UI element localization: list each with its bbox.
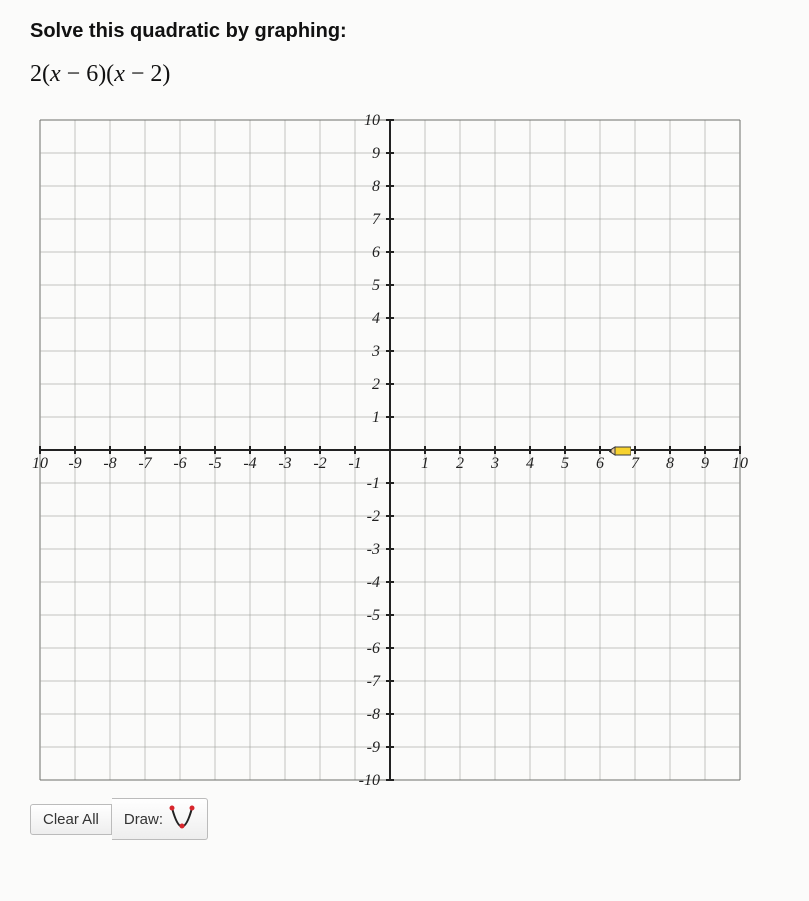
svg-text:-6: -6 xyxy=(367,640,380,657)
svg-text:5: 5 xyxy=(372,277,380,294)
question-prompt: Solve this quadratic by graphing: xyxy=(30,20,789,43)
graph-toolbar: Clear All Draw: xyxy=(30,798,789,840)
svg-text:10: 10 xyxy=(732,455,748,472)
svg-text:-5: -5 xyxy=(208,455,221,472)
svg-text:4: 4 xyxy=(372,310,380,327)
svg-text:-4: -4 xyxy=(243,455,256,472)
svg-text:-3: -3 xyxy=(278,455,291,472)
pencil-cursor-icon xyxy=(609,444,631,456)
svg-text:9: 9 xyxy=(701,455,709,472)
draw-label: Draw: xyxy=(124,811,163,828)
svg-text:4: 4 xyxy=(526,455,534,472)
svg-text:-7: -7 xyxy=(138,455,152,472)
svg-text:10: 10 xyxy=(364,112,380,129)
svg-text:-6: -6 xyxy=(173,455,186,472)
svg-text:1: 1 xyxy=(421,455,429,472)
svg-text:6: 6 xyxy=(596,455,604,472)
draw-tool-button[interactable]: Draw: xyxy=(112,798,208,840)
svg-text:9: 9 xyxy=(372,145,380,162)
graph-canvas[interactable]: 10 -9 -8 -7 -6 -5 -4 -3 -2 -1 1 2 3 4 5 6 7 8 9 10 10 9 8 7 6 5 4 3… xyxy=(30,110,750,790)
equation-expression: 2(x − 6)(x − 2) xyxy=(30,61,789,88)
svg-text:7: 7 xyxy=(631,455,640,472)
svg-text:-9: -9 xyxy=(367,739,380,756)
svg-text:-7: -7 xyxy=(367,673,381,690)
svg-text:-9: -9 xyxy=(68,455,81,472)
svg-text:-10: -10 xyxy=(359,772,380,789)
svg-text:5: 5 xyxy=(561,455,569,472)
svg-text:-4: -4 xyxy=(367,574,380,591)
svg-text:-1: -1 xyxy=(367,475,380,492)
svg-text:3: 3 xyxy=(490,455,499,472)
svg-text:-2: -2 xyxy=(367,508,380,525)
svg-text:-2: -2 xyxy=(313,455,326,472)
svg-text:-8: -8 xyxy=(367,706,380,723)
svg-text:8: 8 xyxy=(666,455,674,472)
svg-text:2: 2 xyxy=(372,376,380,393)
svg-text:2: 2 xyxy=(456,455,464,472)
svg-text:8: 8 xyxy=(372,178,380,195)
svg-text:-5: -5 xyxy=(367,607,380,624)
svg-text:10: 10 xyxy=(32,455,48,472)
svg-text:-8: -8 xyxy=(103,455,116,472)
clear-all-button[interactable]: Clear All xyxy=(30,804,112,835)
svg-text:3: 3 xyxy=(371,343,380,360)
coordinate-grid[interactable]: 10 -9 -8 -7 -6 -5 -4 -3 -2 -1 1 2 3 4 5 6 7 8 9 10 10 9 8 7 6 5 4 3… xyxy=(30,110,750,790)
parabola-icon xyxy=(169,805,195,833)
svg-text:-3: -3 xyxy=(367,541,380,558)
svg-text:-1: -1 xyxy=(348,455,361,472)
svg-text:1: 1 xyxy=(372,409,380,426)
svg-text:6: 6 xyxy=(372,244,380,261)
svg-text:7: 7 xyxy=(372,211,381,228)
